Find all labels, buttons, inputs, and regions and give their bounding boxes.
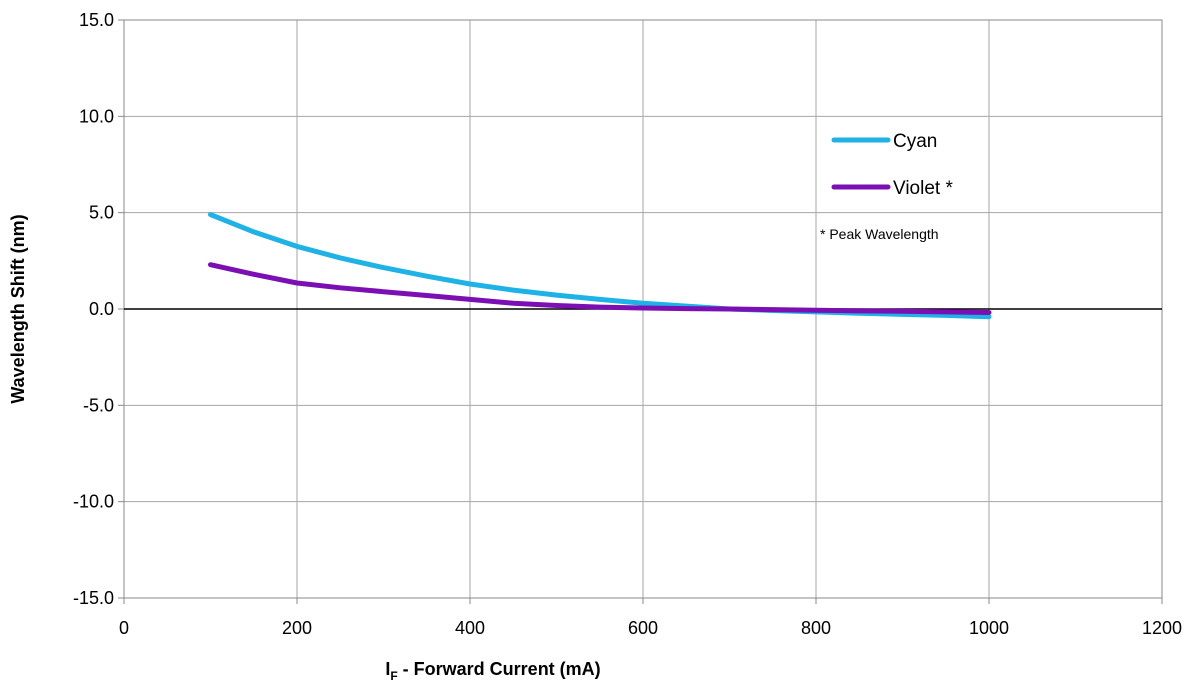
y-axis-title: Wavelength Shift (nm) — [8, 214, 28, 403]
series-lines — [208, 212, 992, 320]
y-tick-label: -10.0 — [73, 492, 114, 512]
x-axis-title-subscript: F — [390, 669, 397, 683]
x-tick-label: 1000 — [969, 618, 1009, 638]
x-axis-title-main: I — [385, 659, 390, 679]
x-tick-label: 600 — [628, 618, 658, 638]
y-tick-label: 15.0 — [79, 10, 114, 30]
y-tick-label: 10.0 — [79, 106, 114, 126]
series-line-violet — [208, 262, 992, 315]
x-tick-label: 0 — [119, 618, 129, 638]
x-axis-title-rest: - Forward Current (mA) — [398, 659, 601, 679]
legend-label-violet: Violet * — [893, 178, 953, 199]
peak-wavelength-note: * Peak Wavelength — [820, 226, 939, 242]
x-axis-tick-labels: 0 200 400 600 800 1000 1200 — [119, 618, 1182, 638]
legend-label-cyan: Cyan — [893, 131, 937, 152]
x-tick-label: 800 — [801, 618, 831, 638]
x-tick-label: 200 — [282, 618, 312, 638]
grid-lines — [118, 19, 1163, 604]
x-tick-label: 1200 — [1142, 618, 1182, 638]
y-tick-label: -5.0 — [83, 395, 114, 415]
x-tick-label: 400 — [455, 618, 485, 638]
y-tick-label: 0.0 — [89, 299, 114, 319]
y-tick-label: -15.0 — [73, 588, 114, 608]
legend: Cyan Violet * * Peak Wavelength — [820, 131, 953, 242]
y-tick-label: 5.0 — [89, 203, 114, 223]
y-axis-tick-labels: -15.0 -10.0 -5.0 0.0 5.0 10.0 15.0 — [73, 10, 114, 608]
x-axis-title: IF - Forward Current (mA) — [385, 659, 600, 683]
